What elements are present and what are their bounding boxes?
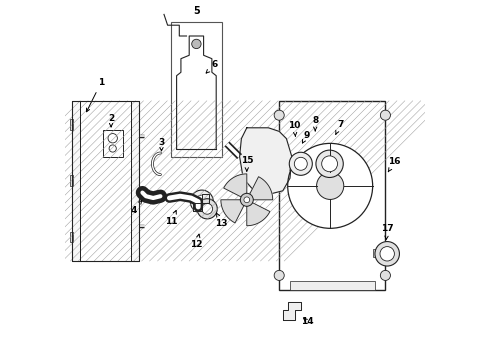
Circle shape: [190, 190, 213, 213]
Circle shape: [274, 270, 284, 280]
Circle shape: [192, 39, 201, 49]
Polygon shape: [224, 174, 247, 197]
Bar: [131, 101, 139, 261]
Text: 10: 10: [289, 122, 301, 136]
Bar: [290, 281, 375, 290]
Circle shape: [197, 199, 217, 219]
Bar: [171, 22, 221, 157]
Text: 11: 11: [165, 211, 177, 226]
Bar: [72, 101, 139, 261]
Text: 14: 14: [300, 317, 313, 325]
Text: 12: 12: [190, 234, 203, 249]
Text: 17: 17: [381, 224, 393, 239]
Text: 5: 5: [193, 6, 200, 16]
Circle shape: [380, 247, 394, 261]
Circle shape: [288, 143, 373, 228]
Polygon shape: [283, 302, 301, 320]
Bar: [279, 101, 386, 290]
Text: 6: 6: [206, 60, 218, 73]
Text: 1: 1: [87, 78, 104, 112]
Text: 4: 4: [130, 201, 142, 215]
Bar: [103, 130, 122, 157]
Circle shape: [274, 110, 284, 120]
Circle shape: [321, 156, 338, 172]
Bar: [131, 101, 139, 261]
Polygon shape: [221, 200, 244, 223]
Circle shape: [202, 203, 213, 214]
Bar: [70, 120, 73, 130]
Circle shape: [196, 195, 208, 208]
Text: 9: 9: [302, 130, 310, 143]
Polygon shape: [240, 128, 292, 194]
Circle shape: [380, 270, 391, 280]
Circle shape: [109, 145, 116, 152]
Circle shape: [375, 242, 399, 266]
Polygon shape: [250, 177, 273, 200]
Bar: [72, 101, 80, 261]
Circle shape: [108, 134, 118, 143]
Circle shape: [380, 110, 391, 120]
Polygon shape: [193, 194, 209, 211]
Circle shape: [289, 152, 312, 175]
Bar: [70, 231, 73, 242]
Circle shape: [317, 172, 344, 199]
Circle shape: [244, 197, 250, 203]
Circle shape: [240, 193, 253, 206]
Text: 7: 7: [336, 120, 343, 134]
Text: 3: 3: [158, 138, 165, 151]
Bar: [70, 175, 73, 186]
Circle shape: [294, 157, 307, 170]
Text: 16: 16: [388, 157, 401, 172]
Polygon shape: [247, 203, 270, 226]
Text: 15: 15: [241, 156, 253, 171]
Text: 8: 8: [312, 116, 318, 131]
Bar: [80, 101, 131, 261]
Bar: [373, 249, 374, 257]
Text: 2: 2: [108, 114, 114, 127]
Text: 13: 13: [215, 213, 228, 228]
Circle shape: [316, 150, 343, 177]
Bar: [72, 101, 80, 261]
